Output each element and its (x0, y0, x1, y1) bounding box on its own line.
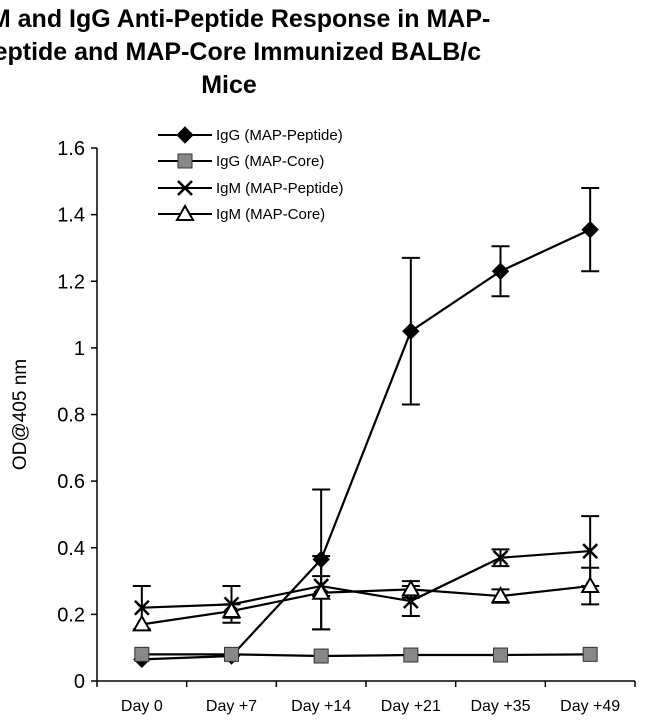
series-2 (132, 515, 600, 631)
legend-label: IgG (MAP-Core) (216, 153, 324, 170)
x-tick-label: Day +49 (560, 698, 620, 715)
y-tick-label: 0.4 (57, 538, 85, 560)
data-point (403, 647, 419, 663)
legend-item: IgM (MAP-Core) (158, 203, 325, 223)
series-line (141, 228, 591, 661)
series-line (141, 584, 591, 626)
data-point (313, 648, 329, 664)
data-point (582, 543, 599, 559)
chart-title: IgM and IgG Anti-Peptide Response in MAP… (0, 5, 490, 99)
y-tick-label: 0.2 (57, 604, 85, 626)
data-point (581, 220, 599, 239)
x-axis: Day 0 Day +7 Day +14 Day +21 Day +35 Day +49 (96, 680, 636, 715)
y-axis: 0 0.2 0.4 0.6 0.8 1 1.2 1.4 1.6 (57, 138, 98, 693)
legend-item: IgG (MAP-Core) (158, 153, 324, 170)
y-tick-label: 1 (74, 338, 85, 360)
y-tick-label: 1.2 (57, 271, 85, 293)
legend-item: IgG (MAP-Peptide) (158, 126, 343, 144)
series-0 (133, 186, 600, 669)
chart-title-line: Peptide and MAP-Core Immunized BALB/c (0, 38, 481, 66)
data-point (311, 582, 331, 600)
series-group (132, 186, 600, 669)
data-point (132, 614, 152, 632)
x-tick-label: Day 0 (121, 698, 163, 715)
x-tick-label: Day +35 (470, 698, 530, 715)
chart-title-line: Mice (201, 71, 257, 99)
y-tick-label: 0.6 (57, 471, 85, 493)
data-point (134, 646, 150, 662)
y-axis-label-group: OD@405 nm (10, 359, 31, 470)
data-point (402, 322, 420, 340)
legend-marker (175, 203, 195, 221)
legend-label: IgG (MAP-Peptide) (216, 127, 343, 144)
data-point (492, 549, 509, 566)
y-tick-label: 0 (74, 671, 85, 693)
data-point (133, 599, 150, 616)
series-line (141, 549, 591, 609)
legend: IgG (MAP-Peptide) IgG (MAP-Core) IgM (MAP-… (158, 126, 344, 223)
data-point (490, 586, 511, 604)
series-1 (134, 646, 598, 664)
y-tick-label: 1.6 (57, 138, 85, 160)
x-tick-label: Day +7 (206, 698, 257, 715)
legend-label: IgM (MAP-Peptide) (216, 180, 344, 197)
data-point (580, 576, 600, 594)
data-point (221, 601, 242, 619)
data-point (491, 262, 510, 280)
series-line (141, 653, 591, 658)
data-point (582, 646, 598, 662)
y-tick-label: 0.8 (57, 405, 85, 427)
y-tick-label: 1.4 (57, 205, 85, 227)
data-point (401, 579, 421, 597)
chart-title-line: IgM and IgG Anti-Peptide Response in MAP… (0, 5, 490, 33)
y-axis-label: OD@405 nm (10, 359, 31, 470)
legend-item: IgM (MAP-Peptide) (158, 180, 344, 197)
legend-marker (177, 180, 193, 196)
data-point (493, 647, 508, 663)
legend-label: IgM (MAP-Core) (216, 206, 325, 223)
data-point (224, 646, 239, 662)
legend-marker (177, 153, 193, 169)
series-3 (132, 555, 600, 632)
x-tick-label: Day +14 (291, 698, 351, 715)
legend-marker (176, 126, 194, 144)
x-tick-label: Day +21 (381, 698, 441, 715)
